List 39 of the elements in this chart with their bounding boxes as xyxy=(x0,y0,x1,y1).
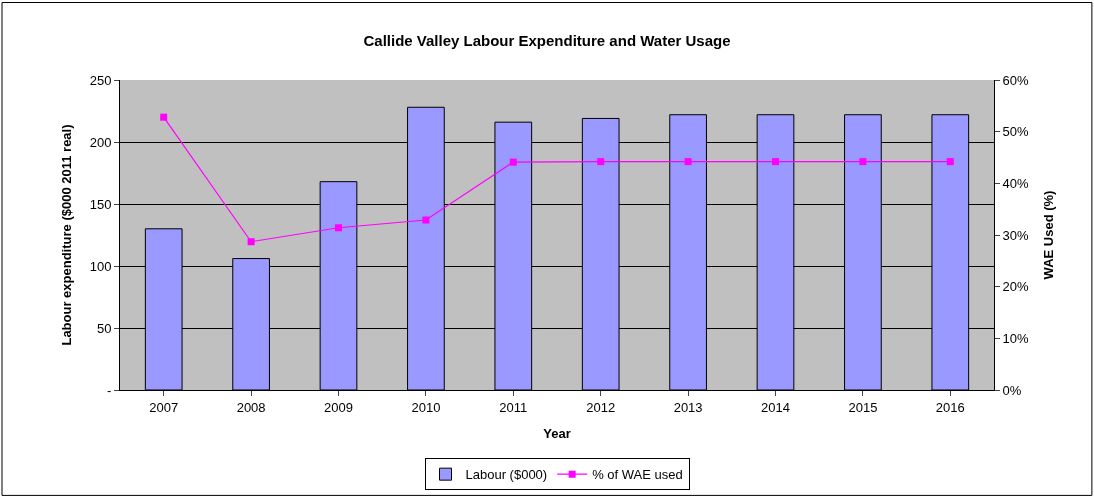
x-tick-label: 2011 xyxy=(499,399,528,415)
point xyxy=(859,158,867,166)
y-tick-label: 100 xyxy=(89,258,112,274)
y2-tick-label: 60% xyxy=(1002,72,1030,88)
y-axis-title: Labour expenditure ($000 2011 real) xyxy=(58,124,74,346)
y2-tick-label: 10% xyxy=(1002,330,1030,346)
point xyxy=(160,113,168,121)
x-tick-label: 2009 xyxy=(324,399,353,415)
y2-tick-label: 40% xyxy=(1002,175,1030,191)
point xyxy=(509,158,517,166)
x-tick-label: 2013 xyxy=(673,399,703,415)
x-tick-label: 2016 xyxy=(935,399,965,415)
x-tick-label: 2010 xyxy=(411,399,441,415)
x-axis-title: Year xyxy=(543,426,571,442)
y-tick-label: 200 xyxy=(89,134,112,150)
y2-tick-label: 30% xyxy=(1002,227,1030,243)
x-tick-label: 2007 xyxy=(149,399,179,415)
x-tick-label: 2012 xyxy=(586,399,616,415)
y-tick-label: 150 xyxy=(89,196,112,212)
point xyxy=(597,158,605,166)
point xyxy=(335,224,342,232)
x-tick-label: 2015 xyxy=(848,399,878,415)
legend-label: Labour ($000) xyxy=(465,467,548,483)
y2-tick-label: 20% xyxy=(1002,279,1030,295)
x-tick-label: 2008 xyxy=(236,399,266,415)
point xyxy=(422,216,430,224)
point xyxy=(247,238,255,246)
y2-axis-title: WAE Used (%) xyxy=(1040,190,1056,280)
y-tick-label: 50 xyxy=(96,320,112,336)
y-tick-label: 250 xyxy=(89,72,112,88)
point xyxy=(946,158,954,166)
legend-label: % of WAE used xyxy=(592,467,683,483)
point xyxy=(684,158,692,166)
point xyxy=(772,158,779,166)
chart-title: Callide Valley Labour Expenditure and Water Usage xyxy=(363,31,731,49)
y2-tick-label: 0% xyxy=(1002,382,1022,398)
y-tick-label: - xyxy=(107,382,112,398)
x-tick-label: 2014 xyxy=(761,399,790,415)
y2-tick-label: 50% xyxy=(1002,124,1030,140)
